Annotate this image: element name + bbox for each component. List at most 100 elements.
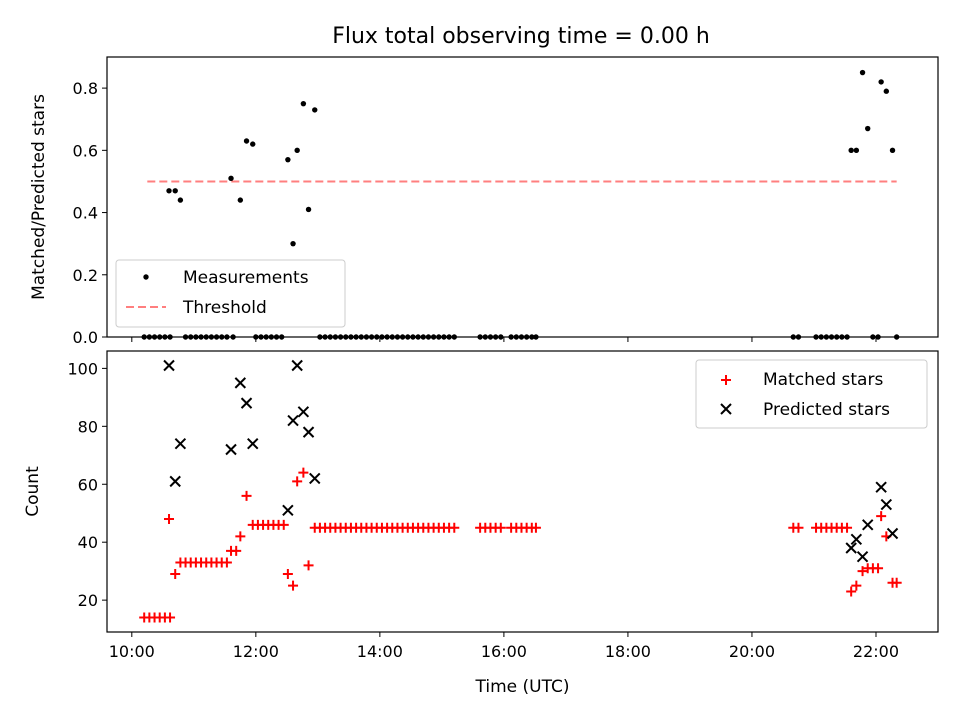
matched-stars-point [231,545,242,556]
measurement-point [848,147,854,154]
y-tick-label: 40 [78,533,98,552]
measurement-point [228,175,234,182]
y-tick-label: 0.2 [73,266,98,285]
y-tick-label: 0.8 [73,79,98,98]
predicted-stars-point [886,527,899,540]
predicted-stars-point [302,426,315,438]
count-plot: 10:00 12:00 14:00 16:00 18:00 20:00 22:00 20 40 6… [23,350,939,697]
measurement-point [492,334,499,340]
measurement-point [477,334,483,340]
measurement-point [487,334,494,340]
predicted-stars-point [862,519,874,531]
legend-marker-measurements [143,274,149,280]
measurement-point [300,100,307,107]
matched-stars-point [851,580,862,591]
predicted-stars-point [240,397,253,409]
x-tick-label: 22:00 [853,642,899,661]
y-tick-label: 0.4 [73,204,98,223]
matched-stars-point [221,557,232,568]
predicted-stars-point [225,443,237,456]
legend-marker-predicted [720,403,732,415]
measurement-point [529,334,535,340]
measurement-point [193,334,199,340]
measurement-point [818,334,824,340]
matched-stars-point [164,514,175,525]
x-tick-label: 16:00 [481,642,527,661]
measurement-point [258,334,264,340]
legend-box [695,359,928,429]
predicted-stars-point [287,414,299,427]
measurement-point [157,334,163,340]
predicted-stars-point [174,437,187,450]
measurement-point [343,334,349,340]
legend: Matched stars Predicted stars [695,359,928,429]
measurement-point [415,334,421,340]
measurement-point [285,156,291,163]
x-tick-label: 10:00 [109,642,155,661]
predicted-stars-point [880,498,893,511]
measurement-point [839,334,845,340]
predicted-stars-point [850,533,863,546]
measurement-point [146,334,153,340]
matched-stars-point [165,612,176,623]
measurement-point [167,334,173,340]
measurement-point [273,334,280,340]
predicted-stars-point [282,504,294,517]
measurement-point [317,334,323,340]
matched-stars-point [530,522,541,533]
predicted-stars-point [234,377,247,389]
matched-stars-point [842,522,853,533]
matched-stars-point [241,490,252,501]
predicted-stars-point [169,475,181,488]
measurement-point [394,334,401,340]
measurement-point [865,125,871,132]
measurement-point [358,334,364,340]
matched-stars-point [170,569,181,580]
predicted-stars-point [309,472,321,485]
measurement-point [322,334,328,340]
y-tick-label: 0.6 [73,141,98,160]
measurement-point [253,334,259,340]
measurement-point [243,138,250,144]
matched-stars-point [282,569,293,580]
legend-marker-matched [721,375,731,385]
measurement-point [305,206,312,213]
measurement-point [420,334,426,340]
measurement-point [451,334,457,340]
measurement-point [353,334,359,340]
measurement-point [162,334,168,340]
matched-stars-point [298,467,309,478]
measurement-point [870,334,876,340]
measurement-point [166,188,172,194]
predicted-stars-point [247,437,259,450]
predicted-stars-point [856,550,869,563]
legend-label: Predicted stars [763,400,890,420]
predicted-stars-point [163,359,175,372]
measurement-point [379,334,385,340]
predicted-stars-point [291,359,303,372]
measurement-point [237,197,244,203]
y-tick-label: 20 [78,591,98,610]
measurement-point [844,334,850,340]
measurement-point [374,334,380,340]
measurement-point [425,334,432,340]
matched-stars-point [449,522,460,533]
predicted-stars-point [297,406,310,418]
y-tick-label: 60 [78,475,98,494]
measurement-point [219,334,225,340]
legend-box [115,259,346,328]
matched-stars-point [873,563,884,574]
measurement-point [446,334,452,340]
measurement-point [294,147,300,154]
measurement-point [268,334,275,340]
measurement-point [250,141,256,147]
measurement-point [224,334,230,340]
measurement-point [348,334,354,340]
measurement-point [332,334,339,340]
predicted-stars-point [875,481,887,493]
y-tick-label: 80 [78,417,98,436]
predicted-stars-point [845,542,857,554]
measurement-point [368,334,375,340]
x-tick-label: 20:00 [729,642,775,661]
